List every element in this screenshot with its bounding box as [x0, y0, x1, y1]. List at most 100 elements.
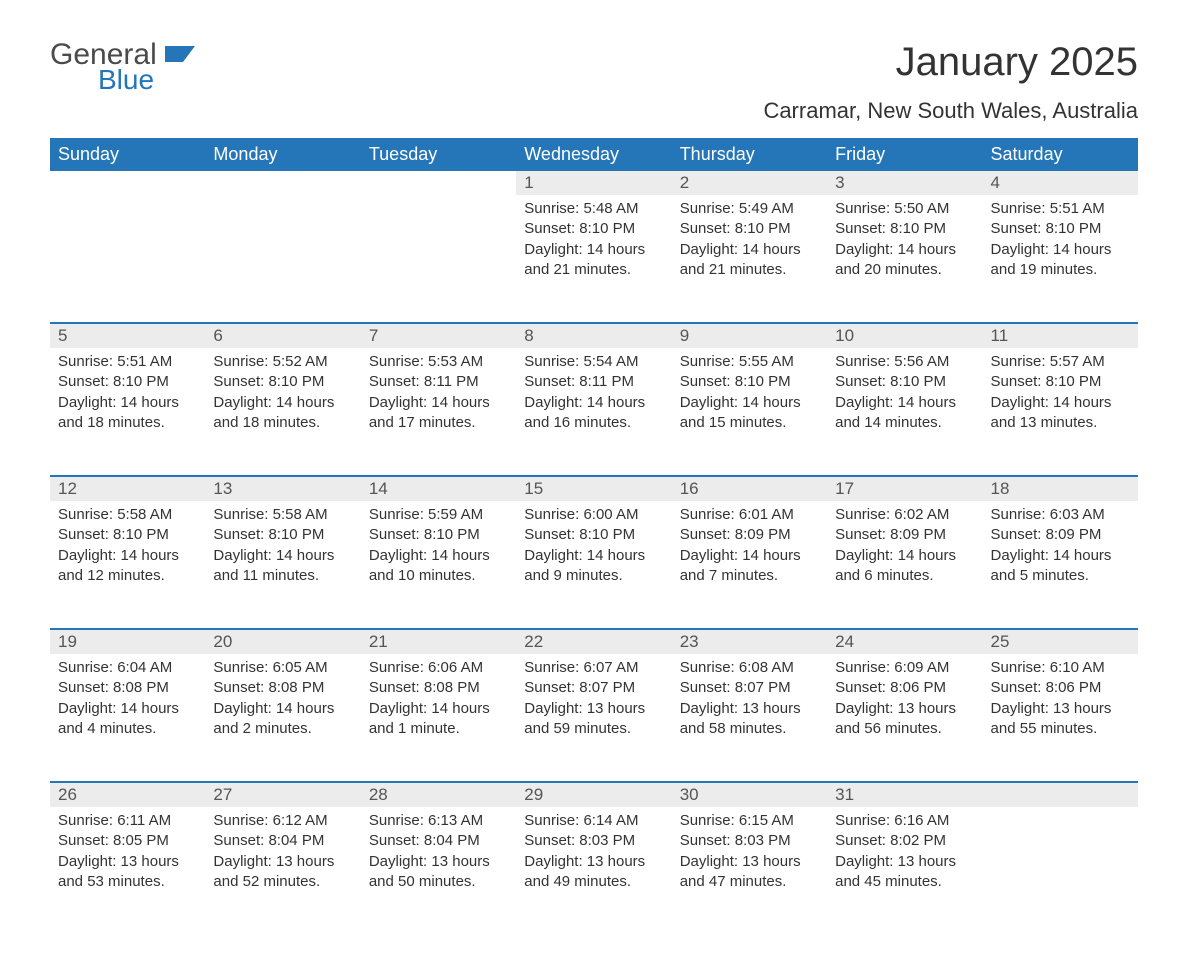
sunrise-line: Sunrise: 5:53 AM — [369, 352, 508, 372]
day-number: 2 — [672, 171, 827, 195]
sunset-line: Sunset: 8:10 PM — [213, 372, 352, 392]
day-details: Sunrise: 5:48 AMSunset: 8:10 PMDaylight:… — [516, 195, 671, 298]
day-number-cell: 1 — [516, 171, 671, 195]
weekday-header: Thursday — [672, 138, 827, 171]
sunset-line: Sunset: 8:11 PM — [524, 372, 663, 392]
day-details: Sunrise: 6:05 AMSunset: 8:08 PMDaylight:… — [205, 654, 360, 757]
day-content-row: Sunrise: 6:04 AMSunset: 8:08 PMDaylight:… — [50, 654, 1138, 782]
day-number-cell: 2 — [672, 171, 827, 195]
day-content-cell: Sunrise: 6:06 AMSunset: 8:08 PMDaylight:… — [361, 654, 516, 782]
sunset-line: Sunset: 8:10 PM — [991, 372, 1130, 392]
day-number-cell: 16 — [672, 476, 827, 501]
day-number-cell: 6 — [205, 323, 360, 348]
sunset-line: Sunset: 8:08 PM — [58, 678, 197, 698]
sunrise-line: Sunrise: 5:58 AM — [213, 505, 352, 525]
weekday-header: Monday — [205, 138, 360, 171]
day-details: Sunrise: 6:12 AMSunset: 8:04 PMDaylight:… — [205, 807, 360, 910]
logo-flag-icon — [165, 40, 201, 67]
day-details: Sunrise: 6:16 AMSunset: 8:02 PMDaylight:… — [827, 807, 982, 910]
day-content-cell: Sunrise: 5:52 AMSunset: 8:10 PMDaylight:… — [205, 348, 360, 476]
day-number: 14 — [361, 477, 516, 501]
day-content-cell: Sunrise: 5:54 AMSunset: 8:11 PMDaylight:… — [516, 348, 671, 476]
day-details: Sunrise: 6:13 AMSunset: 8:04 PMDaylight:… — [361, 807, 516, 910]
daylight-line: Daylight: 13 hours and 53 minutes. — [58, 852, 197, 893]
day-content-cell: Sunrise: 6:11 AMSunset: 8:05 PMDaylight:… — [50, 807, 205, 935]
day-number: 24 — [827, 630, 982, 654]
sunset-line: Sunset: 8:07 PM — [524, 678, 663, 698]
day-number-cell: 8 — [516, 323, 671, 348]
daylight-line: Daylight: 13 hours and 56 minutes. — [835, 699, 974, 740]
daylight-line: Daylight: 13 hours and 55 minutes. — [991, 699, 1130, 740]
empty-cell — [205, 195, 360, 323]
day-content-cell: Sunrise: 5:55 AMSunset: 8:10 PMDaylight:… — [672, 348, 827, 476]
day-details: Sunrise: 6:09 AMSunset: 8:06 PMDaylight:… — [827, 654, 982, 757]
day-number: 22 — [516, 630, 671, 654]
logo-blue-text: Blue — [98, 66, 201, 94]
weekday-header: Tuesday — [361, 138, 516, 171]
daylight-line: Daylight: 14 hours and 1 minute. — [369, 699, 508, 740]
sunset-line: Sunset: 8:10 PM — [58, 372, 197, 392]
sunrise-line: Sunrise: 5:50 AM — [835, 199, 974, 219]
weekday-header: Wednesday — [516, 138, 671, 171]
day-number-cell: 3 — [827, 171, 982, 195]
day-number-cell: 15 — [516, 476, 671, 501]
day-details: Sunrise: 6:06 AMSunset: 8:08 PMDaylight:… — [361, 654, 516, 757]
day-number-row: 12131415161718 — [50, 476, 1138, 501]
day-details: Sunrise: 5:56 AMSunset: 8:10 PMDaylight:… — [827, 348, 982, 451]
day-number-cell: 19 — [50, 629, 205, 654]
sunset-line: Sunset: 8:04 PM — [213, 831, 352, 851]
sunrise-line: Sunrise: 6:12 AM — [213, 811, 352, 831]
day-details: Sunrise: 6:15 AMSunset: 8:03 PMDaylight:… — [672, 807, 827, 910]
day-number-cell: 24 — [827, 629, 982, 654]
day-content-cell: Sunrise: 6:15 AMSunset: 8:03 PMDaylight:… — [672, 807, 827, 935]
day-number: 12 — [50, 477, 205, 501]
sunset-line: Sunset: 8:09 PM — [835, 525, 974, 545]
sunrise-line: Sunrise: 6:02 AM — [835, 505, 974, 525]
day-number: 18 — [983, 477, 1138, 501]
day-number: 9 — [672, 324, 827, 348]
day-number-cell: 18 — [983, 476, 1138, 501]
daylight-line: Daylight: 14 hours and 21 minutes. — [680, 240, 819, 281]
daylight-line: Daylight: 14 hours and 11 minutes. — [213, 546, 352, 587]
day-number-cell: 21 — [361, 629, 516, 654]
day-details: Sunrise: 5:54 AMSunset: 8:11 PMDaylight:… — [516, 348, 671, 451]
day-details: Sunrise: 5:51 AMSunset: 8:10 PMDaylight:… — [983, 195, 1138, 298]
day-content-cell: Sunrise: 5:50 AMSunset: 8:10 PMDaylight:… — [827, 195, 982, 323]
sunset-line: Sunset: 8:10 PM — [213, 525, 352, 545]
daylight-line: Daylight: 14 hours and 18 minutes. — [58, 393, 197, 434]
weekday-header: Saturday — [983, 138, 1138, 171]
day-content-cell: Sunrise: 6:03 AMSunset: 8:09 PMDaylight:… — [983, 501, 1138, 629]
sunrise-line: Sunrise: 6:05 AM — [213, 658, 352, 678]
weekday-header: Sunday — [50, 138, 205, 171]
day-details: Sunrise: 6:08 AMSunset: 8:07 PMDaylight:… — [672, 654, 827, 757]
daylight-line: Daylight: 14 hours and 17 minutes. — [369, 393, 508, 434]
sunrise-line: Sunrise: 6:06 AM — [369, 658, 508, 678]
day-number: 6 — [205, 324, 360, 348]
daylight-line: Daylight: 14 hours and 4 minutes. — [58, 699, 197, 740]
day-details: Sunrise: 6:11 AMSunset: 8:05 PMDaylight:… — [50, 807, 205, 910]
day-number: 4 — [983, 171, 1138, 195]
sunset-line: Sunset: 8:06 PM — [835, 678, 974, 698]
empty-cell — [983, 807, 1138, 935]
day-content-cell: Sunrise: 6:10 AMSunset: 8:06 PMDaylight:… — [983, 654, 1138, 782]
day-content-cell: Sunrise: 6:07 AMSunset: 8:07 PMDaylight:… — [516, 654, 671, 782]
daylight-line: Daylight: 13 hours and 52 minutes. — [213, 852, 352, 893]
sunset-line: Sunset: 8:06 PM — [991, 678, 1130, 698]
sunrise-line: Sunrise: 6:04 AM — [58, 658, 197, 678]
day-number: 3 — [827, 171, 982, 195]
sunset-line: Sunset: 8:10 PM — [524, 525, 663, 545]
page-subtitle: Carramar, New South Wales, Australia — [50, 98, 1138, 124]
day-content-cell: Sunrise: 6:05 AMSunset: 8:08 PMDaylight:… — [205, 654, 360, 782]
day-content-cell: Sunrise: 5:48 AMSunset: 8:10 PMDaylight:… — [516, 195, 671, 323]
sunrise-line: Sunrise: 6:11 AM — [58, 811, 197, 831]
day-number-cell: 14 — [361, 476, 516, 501]
sunset-line: Sunset: 8:07 PM — [680, 678, 819, 698]
daylight-line: Daylight: 13 hours and 45 minutes. — [835, 852, 974, 893]
day-number-cell: 29 — [516, 782, 671, 807]
day-number: 31 — [827, 783, 982, 807]
day-number-cell: 31 — [827, 782, 982, 807]
sunrise-line: Sunrise: 5:57 AM — [991, 352, 1130, 372]
weekday-header: Friday — [827, 138, 982, 171]
sunset-line: Sunset: 8:09 PM — [991, 525, 1130, 545]
day-number: 17 — [827, 477, 982, 501]
